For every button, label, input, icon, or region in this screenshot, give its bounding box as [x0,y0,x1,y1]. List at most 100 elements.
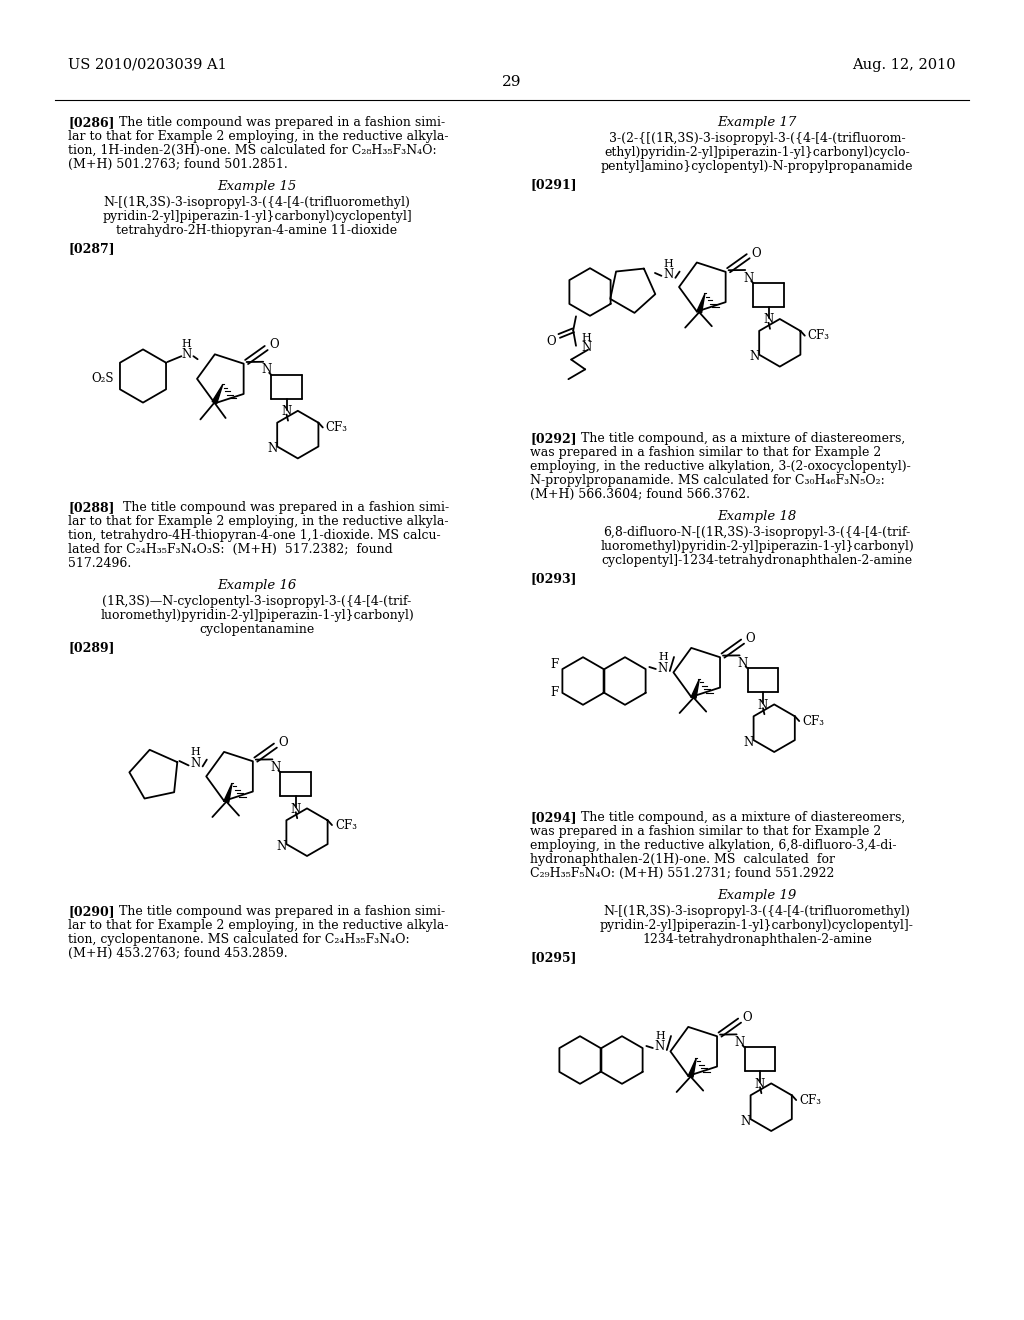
Text: N: N [749,350,759,363]
Text: lar to that for Example 2 employing, in the reductive alkyla-: lar to that for Example 2 employing, in … [68,129,449,143]
Text: CF₃: CF₃ [799,1093,821,1106]
Text: [0292]: [0292] [530,432,577,445]
Text: N: N [764,313,774,326]
Text: (1R,3S)—N-cyclopentyl-3-isopropyl-3-({4-[4-(trif-: (1R,3S)—N-cyclopentyl-3-isopropyl-3-({4-… [102,595,412,609]
Text: [0293]: [0293] [530,572,577,585]
Text: [0289]: [0289] [68,642,115,653]
Text: (M+H) 501.2763; found 501.2851.: (M+H) 501.2763; found 501.2851. [68,158,288,172]
Text: [0290]: [0290] [68,906,115,917]
Text: was prepared in a fashion similar to that for Example 2: was prepared in a fashion similar to tha… [530,825,882,838]
Polygon shape [691,680,699,698]
Text: N: N [664,268,674,281]
Text: Example 15: Example 15 [217,180,297,193]
Text: CF₃: CF₃ [326,421,348,434]
Text: N: N [743,272,754,285]
Text: N: N [755,1077,765,1090]
Text: F: F [550,657,559,671]
Text: cyclopentanamine: cyclopentanamine [200,623,314,636]
Text: CF₃: CF₃ [802,714,824,727]
Text: tion, tetrahydro-4H-thiopyran-4-one 1,1-dioxide. MS calcu-: tion, tetrahydro-4H-thiopyran-4-one 1,1-… [68,529,440,543]
Text: C₂₉H₃₅F₅N₄O: (M+H) 551.2731; found 551.2922: C₂₉H₃₅F₅N₄O: (M+H) 551.2731; found 551.2… [530,867,835,880]
Text: tion, 1H-inden-2(3H)-one. MS calculated for C₂₈H₃₅F₃N₄O:: tion, 1H-inden-2(3H)-one. MS calculated … [68,144,436,157]
Text: N: N [291,803,301,816]
Text: [0291]: [0291] [530,178,577,191]
Text: 3-(2-{[(1R,3S)-3-isopropyl-3-({4-[4-(trifluorom-: 3-(2-{[(1R,3S)-3-isopropyl-3-({4-[4-(tri… [608,132,905,145]
Text: N: N [282,405,292,418]
Text: Example 16: Example 16 [217,579,297,591]
Text: ethyl)pyridin-2-yl]piperazin-1-yl}carbonyl)cyclo-: ethyl)pyridin-2-yl]piperazin-1-yl}carbon… [604,147,910,158]
Text: employing, in the reductive alkylation, 3-(2-oxocyclopentyl)-: employing, in the reductive alkylation, … [530,459,910,473]
Text: cyclopentyl]-1234-tetrahydronaphthalen-2-amine: cyclopentyl]-1234-tetrahydronaphthalen-2… [601,554,912,568]
Text: Aug. 12, 2010: Aug. 12, 2010 [852,58,956,73]
Text: O: O [742,1011,753,1024]
Text: H: H [581,333,591,343]
Text: O: O [752,247,761,260]
Text: N: N [581,342,591,354]
Text: lar to that for Example 2 employing, in the reductive alkyla-: lar to that for Example 2 employing, in … [68,919,449,932]
Text: luoromethyl)pyridin-2-yl]piperazin-1-yl}carbonyl): luoromethyl)pyridin-2-yl]piperazin-1-yl}… [100,609,414,622]
Text: 6,8-difluoro-N-[(1R,3S)-3-isopropyl-3-({4-[4-(trif-: 6,8-difluoro-N-[(1R,3S)-3-isopropyl-3-({… [603,525,910,539]
Text: H: H [664,259,673,269]
Text: Example 17: Example 17 [718,116,797,129]
Text: Example 18: Example 18 [718,510,797,523]
Text: was prepared in a fashion similar to that for Example 2: was prepared in a fashion similar to tha… [530,446,882,459]
Polygon shape [688,1059,696,1077]
Text: [0295]: [0295] [530,950,577,964]
Text: pyridin-2-yl]piperazin-1-yl}carbonyl)cyclopentyl]-: pyridin-2-yl]piperazin-1-yl}carbonyl)cyc… [600,919,914,932]
Text: The title compound, as a mixture of diastereomers,: The title compound, as a mixture of dias… [573,810,905,824]
Text: H: H [658,652,668,663]
Text: hydronaphthalen-2(1H)-one. MS  calculated  for: hydronaphthalen-2(1H)-one. MS calculated… [530,853,835,866]
Text: 29: 29 [502,75,522,88]
Text: CF₃: CF₃ [808,329,829,342]
Text: O: O [279,737,288,750]
Text: pyridin-2-yl]piperazin-1-yl}carbonyl)cyclopentyl]: pyridin-2-yl]piperazin-1-yl}carbonyl)cyc… [102,210,412,223]
Text: The title compound was prepared in a fashion simi-: The title compound was prepared in a fas… [111,116,445,129]
Text: H: H [655,1031,665,1041]
Text: (M+H) 453.2763; found 453.2859.: (M+H) 453.2763; found 453.2859. [68,946,288,960]
Text: 517.2496.: 517.2496. [68,557,131,570]
Text: [0294]: [0294] [530,810,577,824]
Polygon shape [696,294,705,313]
Text: US 2010/0203039 A1: US 2010/0203039 A1 [68,58,226,73]
Text: [0287]: [0287] [68,242,115,255]
Text: O₂S: O₂S [91,372,114,385]
Text: N: N [657,661,668,675]
Text: N-[(1R,3S)-3-isopropyl-3-({4-[4-(trifluoromethyl): N-[(1R,3S)-3-isopropyl-3-({4-[4-(trifluo… [103,195,411,209]
Text: pentyl]amino}cyclopentyl)-N-propylpropanamide: pentyl]amino}cyclopentyl)-N-propylpropan… [601,160,913,173]
Text: N: N [267,442,278,455]
Text: N: N [261,363,271,376]
Text: The title compound was prepared in a fashion simi-: The title compound was prepared in a fas… [111,502,450,513]
Text: N: N [758,698,768,711]
Text: N: N [270,760,281,774]
Text: O: O [745,632,756,645]
Text: tion, cyclopentanone. MS calculated for C₂₄H₃₅F₃N₄O:: tion, cyclopentanone. MS calculated for … [68,933,410,946]
Text: 1234-tetrahydronaphthalen-2-amine: 1234-tetrahydronaphthalen-2-amine [642,933,872,946]
Text: The title compound was prepared in a fashion simi-: The title compound was prepared in a fas… [111,906,445,917]
Text: H: H [181,339,191,350]
Text: tetrahydro-2H-thiopyran-4-amine 11-dioxide: tetrahydro-2H-thiopyran-4-amine 11-dioxi… [117,224,397,238]
Text: N-[(1R,3S)-3-isopropyl-3-({4-[4-(trifluoromethyl): N-[(1R,3S)-3-isopropyl-3-({4-[4-(trifluo… [603,906,910,917]
Text: N: N [740,1114,751,1127]
Text: lated for C₂₄H₃₅F₃N₄O₃S:  (M+H)  517.2382;  found: lated for C₂₄H₃₅F₃N₄O₃S: (M+H) 517.2382;… [68,543,393,556]
Text: The title compound, as a mixture of diastereomers,: The title compound, as a mixture of dias… [573,432,905,445]
Text: H: H [190,747,201,758]
Text: N-propylpropanamide. MS calculated for C₃₀H₄₆F₃N₅O₂:: N-propylpropanamide. MS calculated for C… [530,474,885,487]
Text: N: N [737,657,748,671]
Text: [0288]: [0288] [68,502,115,513]
Text: N: N [743,735,754,748]
Text: F: F [550,685,559,698]
Text: Example 19: Example 19 [718,888,797,902]
Text: N: N [654,1040,665,1053]
Text: N: N [276,840,287,853]
Text: N: N [181,347,191,360]
Text: employing, in the reductive alkylation, 6,8-difluoro-3,4-di-: employing, in the reductive alkylation, … [530,840,896,851]
Text: N: N [190,756,201,770]
Text: O: O [269,338,279,351]
Polygon shape [212,384,223,404]
Text: luoromethyl)pyridin-2-yl]piperazin-1-yl}carbonyl): luoromethyl)pyridin-2-yl]piperazin-1-yl}… [600,540,913,553]
Text: N: N [734,1036,744,1049]
Text: CF₃: CF₃ [335,818,357,832]
Text: [0286]: [0286] [68,116,115,129]
Polygon shape [224,783,232,803]
Text: O: O [547,335,556,348]
